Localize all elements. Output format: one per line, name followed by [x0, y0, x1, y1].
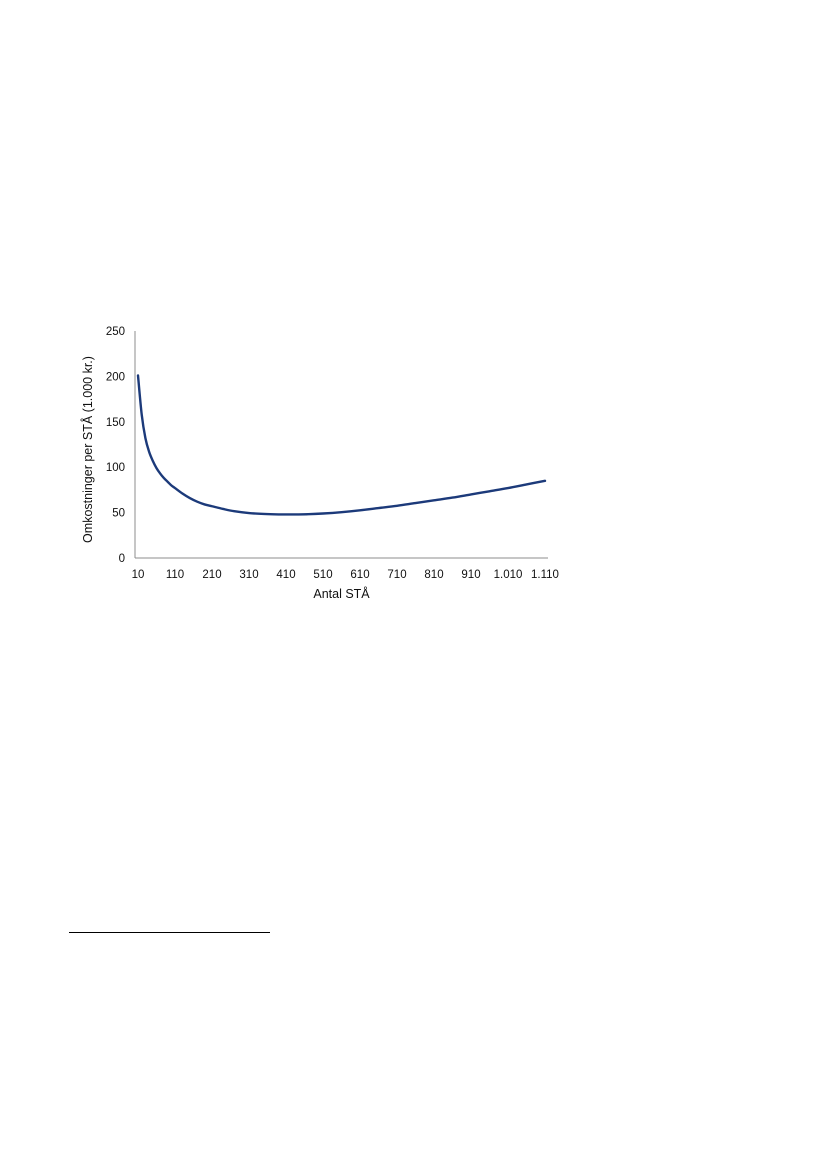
y-tick-label: 150 [106, 417, 125, 429]
y-axis-title: Omkostninger per STÅ (1.000 kr.) [80, 356, 95, 543]
y-tick-label: 250 [106, 326, 125, 338]
x-tick-label: 1.110 [531, 569, 559, 581]
x-axis-title: Antal STÅ [313, 586, 370, 601]
y-tick-label: 100 [106, 462, 125, 474]
footnote-separator [69, 932, 270, 933]
x-tick-label: 210 [202, 569, 221, 581]
y-tick-labels: 0 50 100 150 200 250 [106, 326, 125, 565]
y-tick-label: 200 [106, 371, 125, 383]
x-tick-label: 610 [350, 569, 369, 581]
series-line-cost-per-sta [136, 374, 547, 516]
x-tick-label: 1.010 [494, 569, 523, 581]
y-tick-label: 50 [112, 508, 125, 520]
x-tick-label: 710 [387, 569, 406, 581]
x-tick-labels: 10 110 210 310 410 510 610 710 810 910 1.010 1.110 [132, 569, 559, 581]
x-tick-label: 510 [313, 569, 332, 581]
x-tick-label: 410 [276, 569, 295, 581]
cost-curve-chart: 0 50 100 150 200 250 10 110 210 310 410 510 610 710 8… [80, 326, 559, 601]
x-tick-label: 110 [166, 569, 184, 581]
x-tick-label: 10 [132, 569, 145, 581]
x-tick-label: 910 [461, 569, 480, 581]
x-tick-label: 810 [424, 569, 443, 581]
y-tick-label: 0 [119, 553, 125, 565]
x-tick-label: 310 [239, 569, 258, 581]
